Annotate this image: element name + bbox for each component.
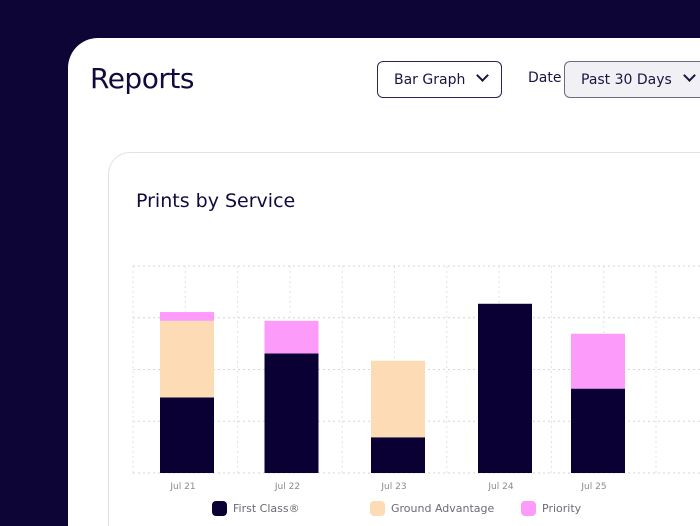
legend-swatch <box>370 501 385 516</box>
bar-priority-jul-25 <box>571 333 625 389</box>
x-tick-label: Jul 24 <box>487 482 513 492</box>
date-range-value: Past 30 Days <box>581 71 672 88</box>
legend-swatch <box>212 501 227 516</box>
chart-type-select[interactable]: Bar Graph <box>377 61 502 98</box>
legend-label: Ground Advantage <box>391 502 495 515</box>
legend-label: First Class® <box>233 502 300 515</box>
legend-swatch <box>521 501 536 516</box>
x-tick-label: Jul 25 <box>580 482 606 492</box>
legend-ground-advantage: Ground Advantage <box>370 501 494 516</box>
date-label: Date <box>528 70 562 86</box>
legend-label: Priority <box>542 502 582 515</box>
x-tick-label: Jul 21 <box>169 482 195 492</box>
bar-first-class--jul-21 <box>160 397 214 473</box>
bar-priority-jul-22 <box>264 320 319 354</box>
bar-ground-advantage-jul-23 <box>371 360 425 438</box>
bar-ground-advantage-jul-21 <box>160 320 214 398</box>
legend-priority: Priority <box>521 501 581 516</box>
bar-first-class--jul-25 <box>571 388 625 473</box>
bar-first-class--jul-23 <box>371 437 425 473</box>
chart-title: Prints by Service <box>136 190 296 212</box>
page-title: Reports <box>90 62 194 95</box>
bar-first-class--jul-22 <box>264 353 319 473</box>
x-tick-label: Jul 23 <box>380 482 406 492</box>
legend-first-class: First Class® <box>212 501 300 516</box>
bar-priority-jul-21 <box>160 312 214 321</box>
x-tick-label: Jul 22 <box>274 482 300 492</box>
date-range-select[interactable]: Past 30 Days <box>564 61 700 98</box>
chart-type-value: Bar Graph <box>394 71 466 88</box>
bar-first-class--jul-24 <box>478 303 532 473</box>
